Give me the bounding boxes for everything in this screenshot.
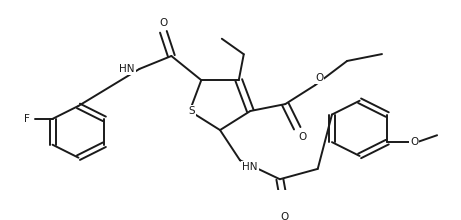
Text: O: O bbox=[410, 137, 418, 147]
Text: HN: HN bbox=[119, 64, 135, 74]
Text: O: O bbox=[298, 132, 307, 142]
Text: O: O bbox=[281, 212, 289, 220]
Text: O: O bbox=[315, 73, 323, 83]
Text: F: F bbox=[24, 114, 30, 124]
Text: S: S bbox=[189, 106, 195, 116]
Text: HN: HN bbox=[242, 162, 257, 172]
Text: O: O bbox=[159, 18, 167, 28]
